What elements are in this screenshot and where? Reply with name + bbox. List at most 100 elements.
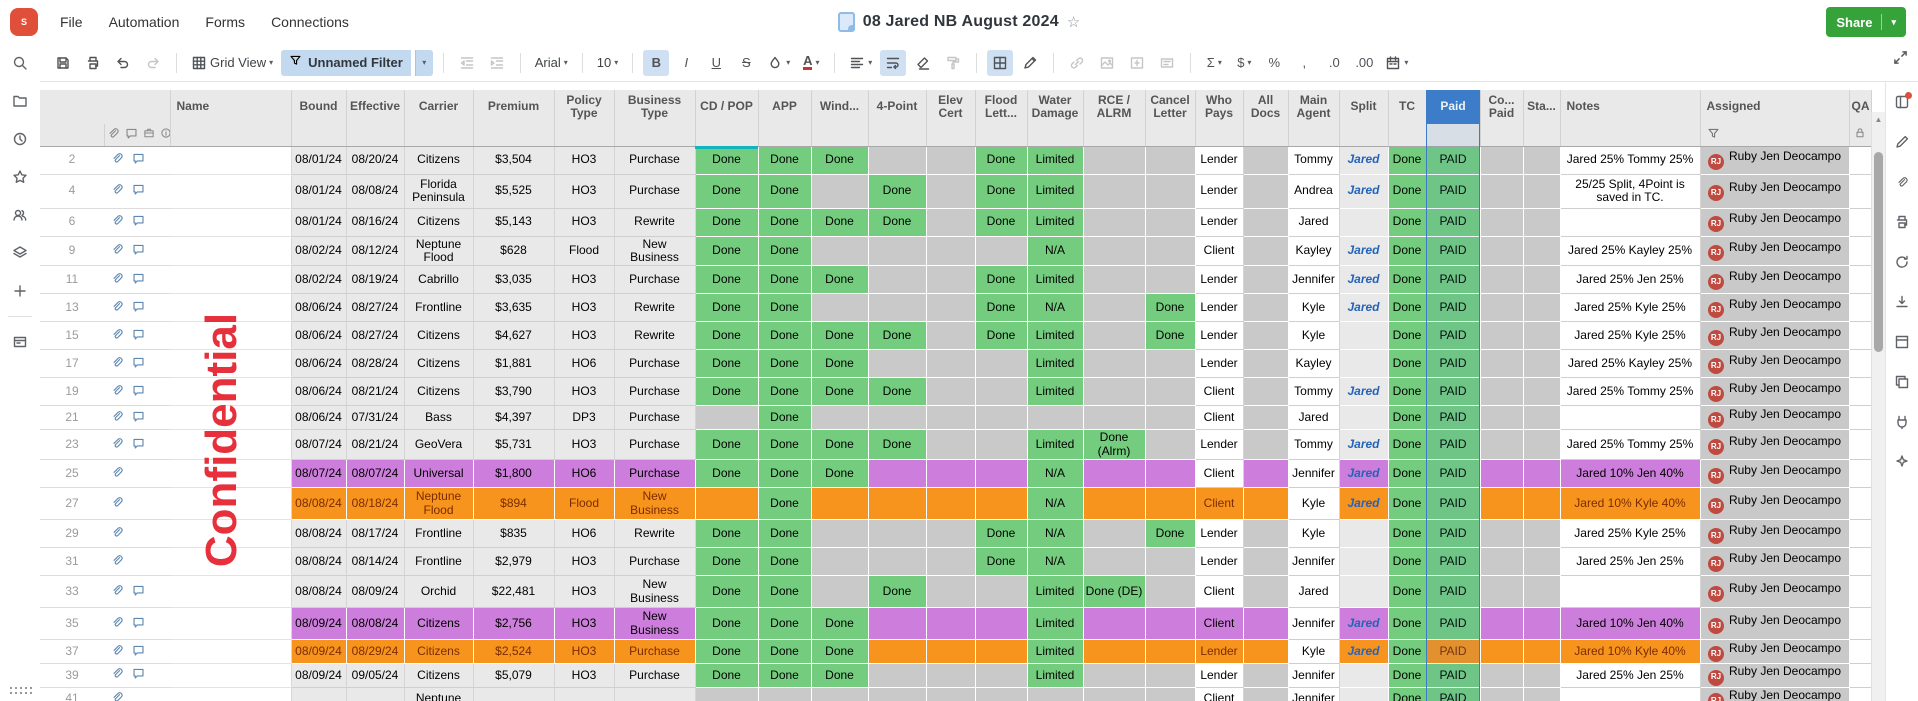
row-comment[interactable] — [130, 265, 170, 295]
paperclip-icon[interactable] — [111, 526, 124, 542]
cell-eff[interactable]: 08/07/24 — [346, 459, 405, 489]
cell-cancel[interactable]: Done — [1145, 293, 1196, 323]
cell-app[interactable] — [758, 687, 812, 701]
cell-pol[interactable]: HO3 — [554, 607, 615, 641]
cell-cd[interactable]: Done — [695, 639, 759, 665]
cell-name[interactable] — [170, 174, 292, 209]
cell-elev[interactable] — [926, 519, 976, 549]
cell-split[interactable] — [1339, 321, 1389, 351]
panel-icon[interactable] — [1886, 82, 1918, 122]
cell-tc[interactable]: Done — [1388, 405, 1427, 431]
cell-fp[interactable]: Done — [868, 208, 927, 237]
cell-rce[interactable] — [1083, 265, 1146, 295]
cell-cd[interactable]: Done — [695, 429, 759, 461]
cell-docs[interactable] — [1243, 687, 1289, 701]
cell-agent[interactable]: Tommy — [1288, 429, 1340, 461]
cell-assigned[interactable]: RJ Ruby Jen Deocampo — [1700, 547, 1850, 577]
search-icon[interactable] — [0, 44, 40, 82]
refresh-icon[interactable] — [1886, 242, 1918, 282]
cell-agent[interactable]: Tommy — [1288, 377, 1340, 407]
cell-co[interactable] — [1480, 405, 1524, 431]
cell-water[interactable]: Limited — [1027, 174, 1084, 209]
cell-co[interactable] — [1480, 519, 1524, 549]
cell-sta[interactable] — [1523, 174, 1561, 209]
cell-fp[interactable] — [868, 639, 927, 665]
cell-paid[interactable]: PAID — [1426, 208, 1481, 237]
cell-split[interactable] — [1339, 208, 1389, 237]
row-number[interactable]: 33 — [40, 575, 104, 609]
cell-docs[interactable] — [1243, 607, 1289, 641]
cell-flood[interactable] — [975, 377, 1028, 407]
cell-wind[interactable] — [811, 519, 869, 549]
column-header-qa[interactable]: QA — [1849, 90, 1872, 124]
cell-cancel[interactable] — [1145, 639, 1196, 665]
cell-bus[interactable]: Purchase — [614, 405, 696, 431]
vertical-scrollbar[interactable]: ▲ — [1871, 112, 1885, 701]
cell-bus[interactable]: New Business — [614, 487, 696, 521]
cell-name[interactable] — [170, 607, 292, 641]
link-button[interactable] — [1064, 50, 1090, 76]
cell-wind[interactable]: Done — [811, 146, 869, 175]
cell-pol[interactable]: HO3 — [554, 663, 615, 688]
cell-rce[interactable] — [1083, 349, 1146, 379]
cell-agent[interactable]: Kayley — [1288, 236, 1340, 267]
printer-icon[interactable] — [1886, 202, 1918, 242]
cell-car[interactable]: Citizens — [404, 349, 474, 379]
cell-name[interactable] — [170, 321, 292, 351]
cell-fp[interactable] — [868, 349, 927, 379]
comment-bubble-icon[interactable] — [132, 438, 145, 453]
row-number[interactable]: 11 — [40, 265, 104, 295]
row-number[interactable]: 17 — [40, 349, 104, 379]
column-header-sta[interactable]: Sta... — [1523, 90, 1561, 124]
row-comment[interactable] — [130, 146, 170, 175]
cell-prem[interactable]: $1,881 — [473, 349, 555, 379]
cell-name[interactable] — [170, 146, 292, 175]
cell-flood[interactable]: Done — [975, 146, 1028, 175]
menu-file[interactable]: File — [60, 14, 83, 30]
cell-who[interactable]: Lender — [1195, 265, 1244, 295]
cell-bus[interactable] — [614, 687, 696, 701]
cell-car[interactable]: Bass — [404, 405, 474, 431]
cell-prem[interactable]: $2,524 — [473, 639, 555, 665]
cell-pol[interactable]: HO3 — [554, 377, 615, 407]
cell-rce[interactable] — [1083, 321, 1146, 351]
cell-who[interactable]: Client — [1195, 487, 1244, 521]
cell-flood[interactable]: Done — [975, 321, 1028, 351]
row-attachment[interactable] — [104, 459, 130, 489]
cell-split[interactable]: Jared — [1339, 639, 1389, 665]
cell-pol[interactable]: HO3 — [554, 265, 615, 295]
column-header-rce[interactable]: RCE / ALRM — [1083, 90, 1146, 124]
cell-fp[interactable] — [868, 663, 927, 688]
paperclip-icon[interactable] — [111, 466, 124, 482]
paperclip-icon[interactable] — [111, 437, 124, 453]
column-header-who[interactable]: Who Pays — [1195, 90, 1244, 124]
cell-eff[interactable]: 07/31/24 — [346, 405, 405, 431]
cell-tc[interactable]: Done — [1388, 321, 1427, 351]
cell-elev[interactable] — [926, 377, 976, 407]
cell-car[interactable]: Citizens — [404, 208, 474, 237]
cell-tc[interactable]: Done — [1388, 208, 1427, 237]
cell-bus[interactable]: Purchase — [614, 349, 696, 379]
cell-paid[interactable]: PAID — [1426, 405, 1481, 431]
briefcase-column-icon[interactable] — [143, 127, 155, 142]
cell-car[interactable]: Citizens — [404, 607, 474, 641]
menu-connections[interactable]: Connections — [271, 14, 349, 30]
cell-name[interactable] — [170, 265, 292, 295]
cell-flood[interactable]: Done — [975, 174, 1028, 209]
cell-docs[interactable] — [1243, 405, 1289, 431]
cell-assigned[interactable]: RJ Ruby Jen Deocampo — [1700, 265, 1850, 295]
row-comment[interactable] — [130, 236, 170, 267]
cell-cancel[interactable] — [1145, 174, 1196, 209]
row-attachment[interactable] — [104, 519, 130, 549]
cell-cd[interactable] — [695, 405, 759, 431]
cell-sta[interactable] — [1523, 639, 1561, 665]
cell-cd[interactable]: Done — [695, 607, 759, 641]
cell-tc[interactable]: Done — [1388, 236, 1427, 267]
cell-bus[interactable]: Purchase — [614, 547, 696, 577]
cell-bus[interactable]: Purchase — [614, 459, 696, 489]
cell-fp[interactable] — [868, 519, 927, 549]
row-comment[interactable] — [130, 293, 170, 323]
cell-eff[interactable]: 08/21/24 — [346, 377, 405, 407]
cell-who[interactable]: Lender — [1195, 349, 1244, 379]
cell-cancel[interactable]: Done — [1145, 321, 1196, 351]
